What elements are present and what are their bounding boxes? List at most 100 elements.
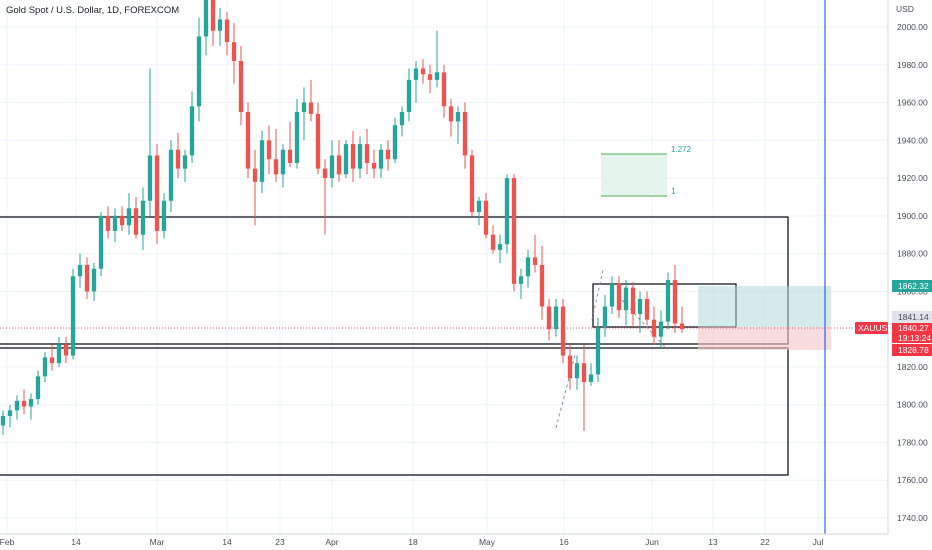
candle-body	[105, 215, 111, 231]
candle-body	[413, 68, 419, 80]
candle-body	[448, 106, 454, 122]
y-tick-label: 2000.00	[897, 22, 928, 32]
candle-body	[560, 306, 566, 356]
candle-body	[308, 102, 314, 114]
candle-body	[420, 68, 426, 75]
y-tick-label: 1980.00	[897, 60, 928, 70]
candle-body	[469, 155, 475, 213]
price-tag-mid: 1841.14	[892, 311, 932, 323]
candle-body	[210, 0, 216, 31]
candle-body	[574, 363, 580, 379]
candle-body	[182, 155, 188, 169]
candle-body	[637, 298, 643, 315]
candle-body	[63, 344, 69, 356]
y-axis: 1740.00 1760.00 1780.00 1800.00 1820.00 1840.…	[897, 22, 928, 523]
candle-body	[357, 144, 363, 169]
candle-body	[658, 321, 664, 337]
candle-body	[273, 159, 279, 175]
candle-body	[427, 74, 433, 80]
candle-body	[672, 280, 678, 324]
candle-body	[665, 280, 671, 322]
x-tick-label: 16	[559, 537, 569, 547]
candle-body	[252, 168, 258, 182]
candle-body	[133, 208, 139, 235]
svg-text:1828.78: 1828.78	[898, 345, 929, 355]
y-tick-label: 1820.00	[897, 362, 928, 372]
candle-body	[385, 149, 391, 160]
x-tick-label: 14	[222, 537, 232, 547]
y-tick-label: 1740.00	[897, 513, 928, 523]
candle-body	[476, 200, 482, 213]
candle-body	[546, 306, 552, 330]
y-tick-label: 1940.00	[897, 135, 928, 145]
fib-label-1: 1	[671, 187, 676, 196]
candle-body	[168, 149, 174, 201]
x-tick-label: 22	[760, 537, 770, 547]
position-stop-zone	[698, 327, 831, 350]
candle-body	[322, 168, 328, 179]
candle-body	[679, 323, 685, 330]
candle-body	[595, 327, 601, 375]
candle-body	[483, 200, 489, 235]
candle-body	[532, 257, 538, 265]
candle-body	[0, 416, 6, 426]
candle-body	[602, 306, 608, 328]
y-tick-label: 1800.00	[897, 400, 928, 410]
candle-body	[315, 113, 321, 169]
candle-body	[553, 306, 559, 330]
candle-body	[511, 178, 517, 284]
candle-body	[287, 149, 293, 163]
candle-body	[441, 72, 447, 107]
svg-text:1862.32: 1862.32	[898, 281, 929, 291]
currency-label: USD	[896, 4, 914, 14]
x-tick-label: 23	[275, 537, 285, 547]
x-axis: Feb 14 Mar 14 23 Apr 18 May 16 Jun 13 22 Jul	[0, 537, 824, 547]
candle-body	[462, 111, 468, 156]
candle-body	[84, 264, 90, 292]
candle-body	[70, 276, 76, 356]
candle-body	[623, 287, 629, 311]
candle-body	[91, 268, 97, 292]
candle-body	[651, 319, 657, 337]
candle-body	[98, 215, 104, 269]
candle-body	[364, 144, 370, 163]
candle-body	[609, 283, 615, 307]
candle-body	[350, 144, 356, 169]
x-tick-label: Apr	[325, 537, 338, 547]
candle-body	[35, 376, 41, 400]
candle-body	[203, 0, 209, 37]
candle-body	[518, 276, 524, 284]
candle-body	[490, 234, 496, 250]
candle-body	[371, 162, 377, 169]
candle-body	[525, 257, 531, 277]
x-tick-label: Jul	[813, 537, 824, 547]
candle-body	[280, 149, 286, 175]
y-tick-label: 1880.00	[897, 249, 928, 259]
helper-line-3	[621, 299, 667, 349]
candle-body	[140, 200, 146, 235]
candle-body	[49, 357, 55, 364]
candle-body	[378, 149, 384, 169]
candle-body	[406, 79, 412, 112]
candle-body	[224, 19, 230, 43]
y-tick-label: 1780.00	[897, 437, 928, 447]
x-tick-label: 13	[708, 537, 718, 547]
x-tick-label: Feb	[0, 537, 15, 547]
candle-body	[21, 400, 27, 407]
x-tick-label: 14	[71, 537, 81, 547]
candle-body	[7, 410, 13, 417]
candle-body	[217, 19, 223, 31]
candle-body	[581, 363, 587, 383]
candle-body	[147, 155, 153, 201]
candle-body	[588, 374, 594, 383]
price-tag-stop: 1828.78	[892, 344, 932, 356]
candle-body	[630, 287, 636, 315]
candle-body	[161, 200, 167, 231]
candle-body	[497, 244, 503, 250]
candle-body	[392, 125, 398, 160]
price-tag-current: 1840.27 19:13:24	[892, 322, 932, 343]
candle-body	[245, 111, 251, 169]
candle-body	[112, 215, 118, 231]
svg-text:1840.27: 1840.27	[898, 323, 929, 333]
candle-body	[336, 155, 342, 175]
